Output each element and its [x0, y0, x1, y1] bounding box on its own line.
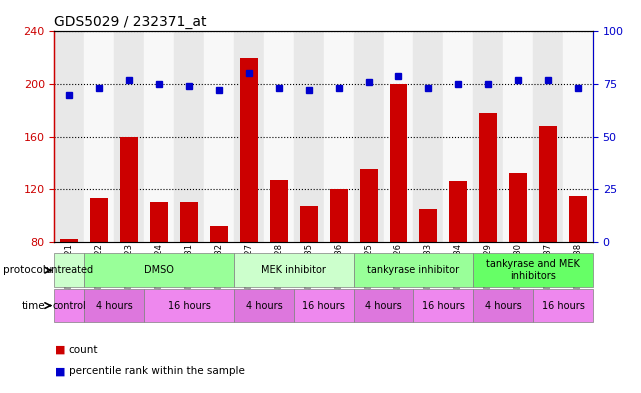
- Bar: [54, 289, 85, 322]
- Bar: [294, 31, 324, 242]
- Bar: [390, 84, 408, 242]
- Bar: [563, 31, 593, 242]
- Bar: [354, 253, 473, 287]
- Bar: [509, 173, 527, 242]
- Bar: [473, 31, 503, 242]
- Text: 16 hours: 16 hours: [542, 301, 585, 310]
- Bar: [383, 31, 413, 242]
- Text: 16 hours: 16 hours: [422, 301, 465, 310]
- Bar: [54, 31, 85, 242]
- Text: 4 hours: 4 hours: [365, 301, 402, 310]
- Bar: [270, 180, 288, 242]
- Text: 4 hours: 4 hours: [246, 301, 282, 310]
- Bar: [324, 31, 354, 242]
- Bar: [354, 289, 413, 322]
- Bar: [444, 31, 473, 242]
- Bar: [329, 189, 347, 242]
- Bar: [114, 31, 144, 242]
- Bar: [85, 289, 144, 322]
- Text: 16 hours: 16 hours: [303, 301, 345, 310]
- Bar: [360, 169, 378, 242]
- Bar: [354, 31, 383, 242]
- Text: protocol: protocol: [3, 265, 46, 275]
- Text: DMSO: DMSO: [144, 265, 174, 275]
- Bar: [234, 289, 294, 322]
- Text: tankyrase and MEK
inhibitors: tankyrase and MEK inhibitors: [486, 259, 580, 281]
- Text: 4 hours: 4 hours: [96, 301, 133, 310]
- Text: MEK inhibitor: MEK inhibitor: [262, 265, 326, 275]
- Bar: [60, 239, 78, 242]
- Bar: [449, 181, 467, 242]
- Text: ■: ■: [54, 345, 65, 355]
- Bar: [479, 113, 497, 242]
- Bar: [473, 289, 533, 322]
- Bar: [533, 289, 593, 322]
- Text: tankyrase inhibitor: tankyrase inhibitor: [367, 265, 460, 275]
- Text: control: control: [53, 301, 87, 310]
- Text: untreated: untreated: [46, 265, 94, 275]
- Bar: [121, 136, 138, 242]
- Bar: [503, 31, 533, 242]
- Text: count: count: [69, 345, 98, 355]
- Text: percentile rank within the sample: percentile rank within the sample: [69, 366, 244, 376]
- Bar: [85, 31, 114, 242]
- Text: 4 hours: 4 hours: [485, 301, 522, 310]
- Bar: [85, 253, 234, 287]
- Bar: [144, 31, 174, 242]
- Bar: [473, 253, 593, 287]
- Bar: [174, 31, 204, 242]
- Bar: [539, 126, 557, 242]
- Bar: [90, 198, 108, 242]
- Text: time: time: [22, 301, 46, 310]
- Bar: [569, 196, 587, 242]
- Bar: [240, 58, 258, 242]
- Bar: [533, 31, 563, 242]
- Bar: [413, 289, 473, 322]
- Bar: [264, 31, 294, 242]
- Bar: [234, 253, 354, 287]
- Bar: [210, 226, 228, 242]
- Bar: [294, 289, 354, 322]
- Bar: [234, 31, 264, 242]
- Bar: [419, 209, 437, 242]
- Bar: [54, 253, 85, 287]
- Bar: [150, 202, 168, 242]
- Bar: [204, 31, 234, 242]
- Bar: [144, 289, 234, 322]
- Text: ■: ■: [54, 366, 65, 376]
- Text: GDS5029 / 232371_at: GDS5029 / 232371_at: [54, 15, 207, 29]
- Bar: [180, 202, 198, 242]
- Bar: [413, 31, 444, 242]
- Text: 16 hours: 16 hours: [168, 301, 210, 310]
- Bar: [300, 206, 318, 242]
